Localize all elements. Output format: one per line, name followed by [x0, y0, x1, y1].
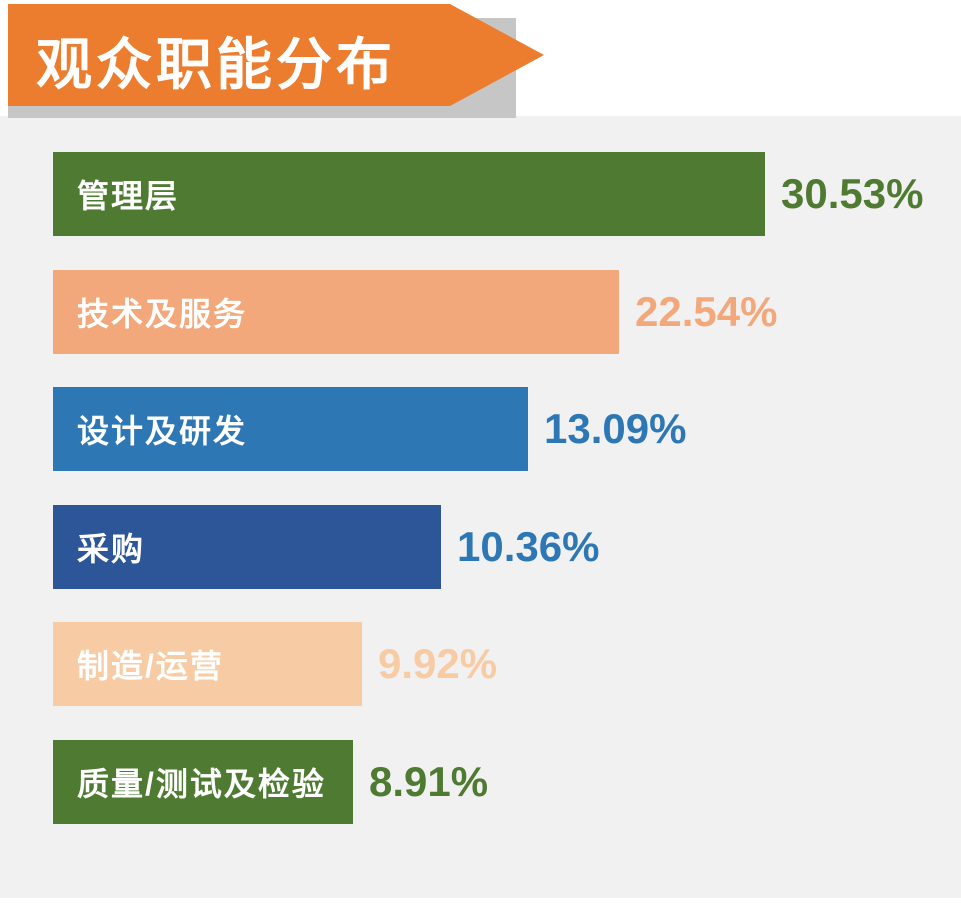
- bar-4: 采购: [53, 505, 441, 589]
- bar-value-label: 30.53%: [781, 170, 924, 217]
- bar-value-label: 10.36%: [457, 523, 600, 570]
- bar-value-label: 13.09%: [544, 405, 687, 452]
- bar-value-label: 9.92%: [378, 640, 498, 687]
- bar-value-label: 8.91%: [369, 758, 489, 805]
- bar-value-label: 22.54%: [635, 288, 778, 335]
- bar-row: 制造/运营 9.92%: [53, 622, 497, 706]
- bar-5: 制造/运营: [53, 622, 362, 706]
- bar-3: 设计及研发: [53, 387, 528, 471]
- bar-row: 采购 10.36%: [53, 505, 599, 589]
- bar-2: 技术及服务: [53, 270, 619, 354]
- banner-arrow-shape: [8, 4, 544, 118]
- bar-category-label: 管理层: [77, 178, 180, 214]
- page-title: 观众职能分布: [36, 33, 396, 96]
- bar-row: 质量/测试及检验 8.91%: [53, 740, 488, 824]
- bar-category-label: 采购: [77, 531, 146, 567]
- bar-category-label: 技术及服务: [77, 296, 248, 332]
- title-banner: 观众职能分布: [0, 0, 600, 130]
- bar-row: 设计及研发 13.09%: [53, 387, 686, 471]
- bar-6: 质量/测试及检验: [53, 740, 353, 824]
- bar-category-label: 制造/运营: [77, 648, 224, 684]
- banner-arrow: [8, 4, 544, 106]
- bar-row: 管理层 30.53%: [53, 152, 923, 236]
- bar-1: 管理层: [53, 152, 765, 236]
- bar-category-label: 质量/测试及检验: [77, 766, 326, 802]
- bar-row: 技术及服务 22.54%: [53, 270, 777, 354]
- bar-category-label: 设计及研发: [77, 413, 248, 449]
